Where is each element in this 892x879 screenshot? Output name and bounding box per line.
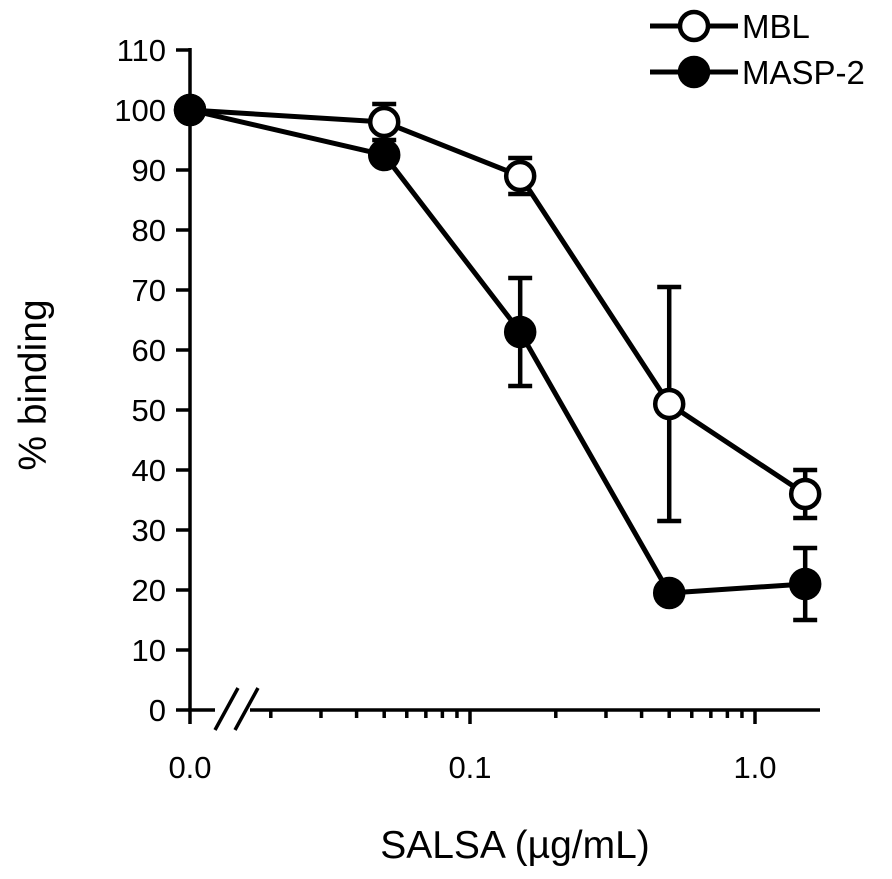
- series-line: [189, 107, 806, 596]
- series-mbl: [173, 93, 822, 524]
- data-point: [173, 93, 207, 127]
- y-tick-label: 60: [132, 333, 166, 368]
- x-tick-label: 1.0: [733, 750, 776, 785]
- y-axis-ticks: 0 10 20 30 40 50 60 70 80 90 100 110: [114, 33, 190, 728]
- y-tick-label: 100: [114, 93, 166, 128]
- series-masp-2: [173, 93, 822, 623]
- legend-label: MBL: [742, 8, 810, 45]
- legend-item: MBL: [650, 8, 810, 45]
- series-layer: [173, 93, 822, 623]
- legend: MBL MASP-2: [650, 8, 865, 91]
- data-point: [503, 315, 537, 349]
- y-tick-label: 20: [132, 573, 166, 608]
- y-tick-label: 40: [132, 453, 166, 488]
- axes: [188, 48, 820, 731]
- x-axis-ticks: 0.0 0.1 1.0: [168, 710, 777, 785]
- data-point: [788, 567, 822, 601]
- y-tick-label: 10: [132, 633, 166, 668]
- data-point: [367, 138, 401, 172]
- legend-marker: [677, 9, 711, 43]
- x-tick-label: 0.0: [168, 750, 211, 785]
- y-tick-label: 80: [132, 213, 166, 248]
- y-tick-label: 30: [132, 513, 166, 548]
- x-axis-title: SALSA (µg/mL): [380, 824, 650, 867]
- legend-label: MASP-2: [742, 54, 865, 91]
- legend-item: MASP-2: [650, 54, 865, 91]
- data-point: [652, 576, 686, 610]
- x-axis-break-mark: [233, 687, 260, 731]
- y-tick-label: 110: [117, 33, 166, 68]
- x-tick-label: 0.1: [448, 750, 491, 785]
- data-point: [367, 105, 401, 139]
- y-axis-title: % binding: [12, 299, 55, 470]
- data-point: [788, 477, 822, 511]
- data-point: [503, 159, 537, 193]
- y-tick-label: 50: [132, 393, 166, 428]
- x-axis-break-mark: [213, 687, 240, 731]
- y-tick-label: 70: [132, 273, 166, 308]
- y-tick-label: 0: [149, 693, 166, 728]
- y-tick-label: 90: [132, 153, 166, 188]
- data-point: [652, 387, 686, 421]
- legend-marker: [677, 55, 711, 89]
